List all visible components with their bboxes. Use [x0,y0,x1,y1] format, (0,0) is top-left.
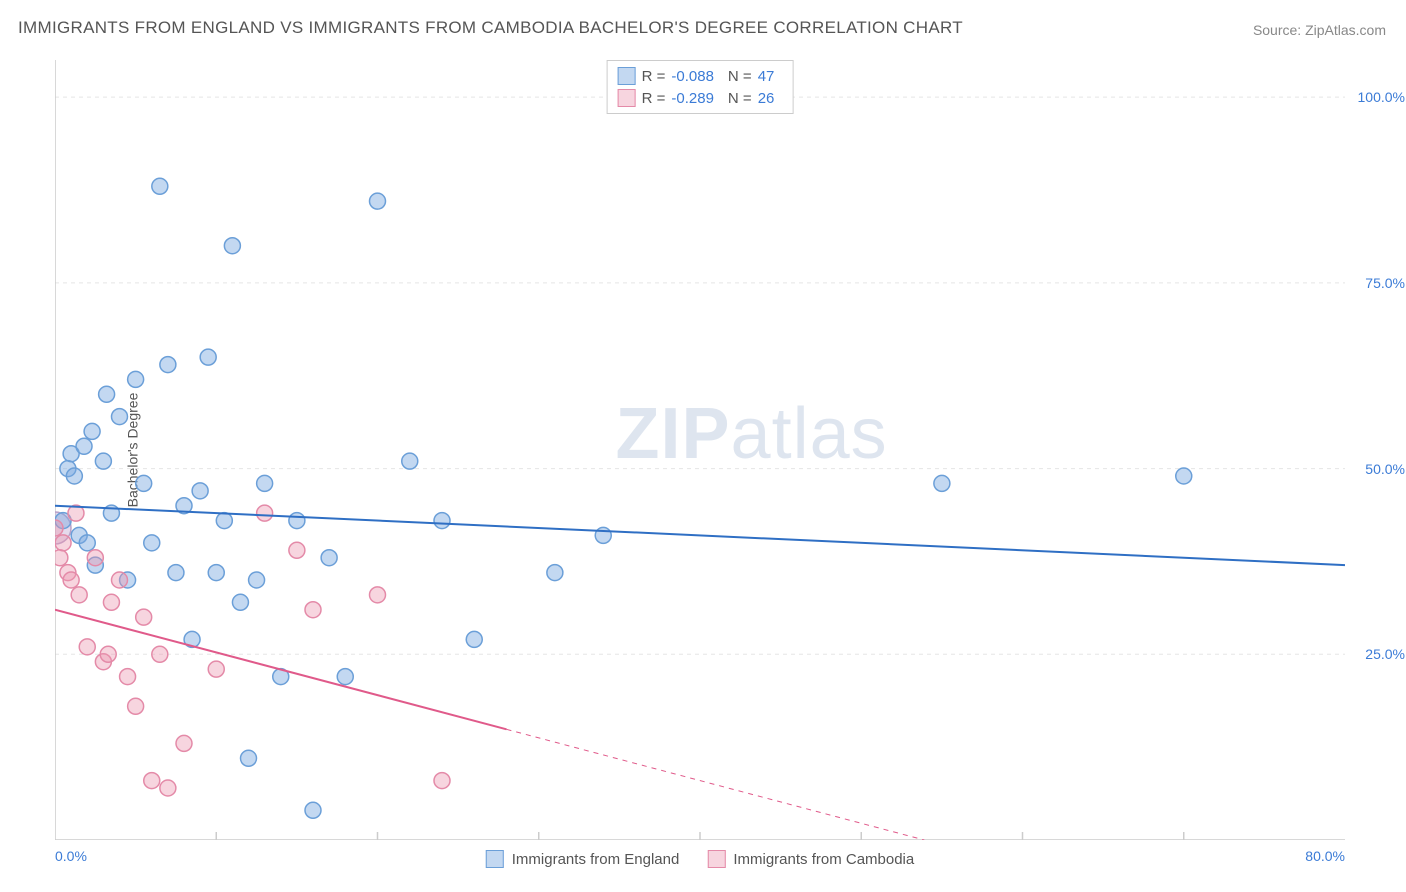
legend-n-label: N = [728,90,752,107]
chart-plot-area: Bachelor's Degree ZIPatlas R =-0.088N =4… [55,60,1345,840]
y-tick-label: 75.0% [1350,275,1405,291]
legend-n-value: 26 [758,90,775,107]
correlation-legend-row: R = -0.088 N = 47 [618,65,783,87]
correlation-legend-row: R = -0.289 N = 26 [618,87,783,109]
series-legend-label: Immigrants from Cambodia [733,851,914,868]
x-tick-label: 0.0% [55,848,87,864]
legend-n-value: 47 [758,68,775,85]
legend-swatch [707,850,725,868]
chart-title: IMMIGRANTS FROM ENGLAND VS IMMIGRANTS FR… [18,18,963,38]
legend-swatch [486,850,504,868]
legend-swatch [618,67,636,85]
series-legend-label: Immigrants from England [512,851,680,868]
y-tick-label: 50.0% [1350,461,1405,477]
series-legend-item: Immigrants from England [486,850,680,868]
correlation-legend: R = -0.088 N = 47 R = -0.289 N = 26 [607,60,794,114]
legend-r-value: -0.088 [671,68,714,85]
chart-svg [55,60,1345,840]
legend-n-label: N = [728,68,752,85]
series-legend: Immigrants from England Immigrants from C… [486,850,914,868]
legend-r-value: -0.289 [671,90,714,107]
legend-r-label: R = [642,90,666,107]
y-tick-label: 100.0% [1350,89,1405,105]
legend-swatch [618,89,636,107]
chart-source: Source: ZipAtlas.com [1253,22,1386,38]
y-tick-label: 25.0% [1350,646,1405,662]
legend-r-label: R = [642,68,666,85]
series-legend-item: Immigrants from Cambodia [707,850,914,868]
x-tick-label: 80.0% [1305,848,1345,864]
